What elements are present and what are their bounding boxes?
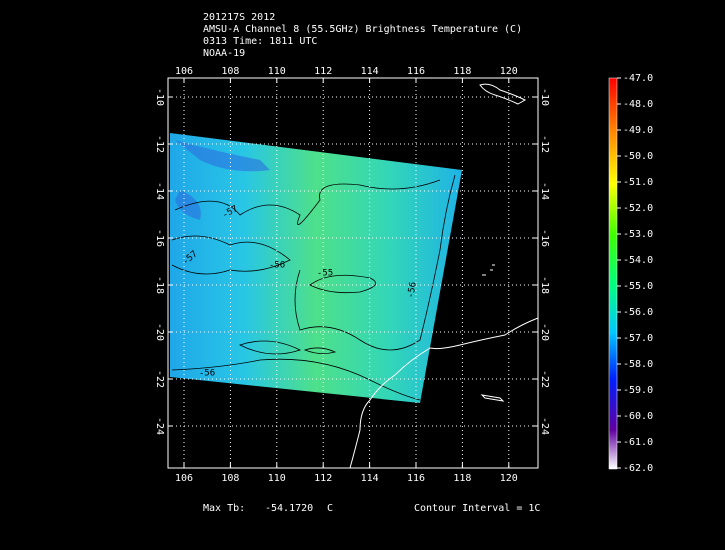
x-tick-label: 106: [175, 473, 193, 484]
colorbar-label: -55.0: [623, 281, 653, 292]
coastline: [349, 317, 539, 469]
colorbar-label: -61.0: [623, 437, 653, 448]
colorbar-label: -49.0: [623, 125, 653, 136]
y-tick-label: -12: [539, 135, 550, 153]
x-tick-label: 116: [407, 473, 425, 484]
colorbar-label: -52.0: [623, 203, 653, 214]
y-tick-label: -22: [154, 370, 165, 388]
y-tick-label: -14: [154, 182, 165, 200]
colorbar: [608, 77, 618, 470]
y-tick-label: -10: [539, 88, 550, 106]
colorbar-label: -56.0: [623, 307, 653, 318]
y-tick-label: -20: [539, 323, 550, 341]
y-tick-label: -14: [539, 182, 550, 200]
x-tick-label: 112: [314, 473, 332, 484]
x-tick-label: 120: [500, 473, 518, 484]
colorbar-label: -53.0: [623, 229, 653, 240]
header-line: NOAA-19: [203, 48, 245, 59]
y-tick-label: -18: [539, 276, 550, 294]
y-tick-label: -10: [154, 88, 165, 106]
x-tick-label: 110: [268, 66, 286, 77]
y-tick-label: -20: [154, 323, 165, 341]
contour-label: -56: [406, 281, 419, 299]
max-tb-label: Max Tb:: [203, 503, 245, 514]
colorbar-label: -62.0: [623, 463, 653, 474]
x-tick-label: 114: [361, 66, 379, 77]
colorbar-label: -57.0: [623, 333, 653, 344]
x-tick-label: 120: [500, 66, 518, 77]
y-tick-label: -16: [154, 229, 165, 247]
contour-interval: Contour Interval = 1C: [414, 503, 540, 514]
x-tick-label: 118: [453, 473, 471, 484]
y-tick-label: -22: [539, 370, 550, 388]
x-tick-label: 106: [175, 66, 193, 77]
colorbar-label: -59.0: [623, 385, 653, 396]
y-tick-label: -24: [539, 417, 550, 435]
cold-area: [175, 140, 270, 220]
colorbar-label: -47.0: [623, 73, 653, 84]
colorbar-label: -48.0: [623, 99, 653, 110]
y-tick-label: -24: [154, 417, 165, 435]
x-tick-label: 118: [453, 66, 471, 77]
contour-label: -56: [199, 369, 215, 379]
x-tick-label: 114: [361, 473, 379, 484]
colorbar-label: -50.0: [623, 151, 653, 162]
islands: [480, 264, 505, 402]
y-tick-label: -18: [154, 276, 165, 294]
header-line: AMSU-A Channel 8 (55.5GHz) Brightness Te…: [203, 24, 522, 35]
max-tb-value: -54.1720: [265, 503, 313, 514]
x-tick-label: 108: [221, 66, 239, 77]
swath: [170, 133, 462, 403]
contour-label: -55: [317, 269, 333, 279]
header-line: 0313 Time: 1811 UTC: [203, 36, 317, 47]
x-tick-label: 112: [314, 66, 332, 77]
x-tick-label: 110: [268, 473, 286, 484]
colorbar-label: -60.0: [623, 411, 653, 422]
header-line: 201217S 2012: [203, 12, 275, 23]
contours: [171, 174, 456, 401]
max-tb-unit: C: [327, 503, 333, 514]
coastline: [479, 83, 527, 105]
y-tick-label: -16: [539, 229, 550, 247]
x-tick-label: 116: [407, 66, 425, 77]
colorbar-label: -58.0: [623, 359, 653, 370]
colorbar-label: -51.0: [623, 177, 653, 188]
y-tick-label: -12: [154, 135, 165, 153]
x-tick-label: 108: [221, 473, 239, 484]
contour-label: -56: [269, 261, 285, 271]
colorbar-label: -54.0: [623, 255, 653, 266]
